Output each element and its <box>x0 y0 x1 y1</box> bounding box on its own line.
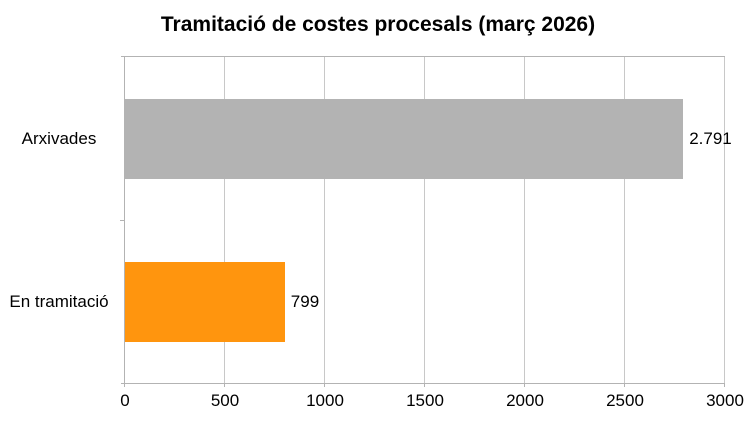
x-axis-tick <box>524 383 525 387</box>
value-label: 799 <box>290 291 320 311</box>
x-axis-tick <box>724 383 725 387</box>
y-axis-tick <box>120 220 124 221</box>
plot-top-border <box>121 56 725 57</box>
x-axis-tick-label: 1500 <box>406 391 444 410</box>
x-gridline <box>424 57 425 383</box>
x-axis-tick-label: 0 <box>120 391 130 410</box>
x-gridline <box>224 57 225 383</box>
x-axis-line <box>121 383 725 384</box>
x-axis-tick <box>624 383 625 387</box>
value-label: 2.791 <box>689 128 732 148</box>
x-gridline <box>324 57 325 383</box>
x-gridline <box>724 57 725 383</box>
y-axis-line <box>124 57 125 387</box>
category-label: Arxivades <box>21 128 97 148</box>
x-axis-tick-label: 2000 <box>506 391 544 410</box>
x-axis-tick-label: 2500 <box>606 391 644 410</box>
x-axis-tick <box>224 383 225 387</box>
x-gridline <box>524 57 525 383</box>
x-axis-tick-label: 500 <box>210 391 240 410</box>
x-axis-tick-label: 1000 <box>306 391 344 410</box>
category-label: En tramitació <box>9 291 109 311</box>
x-gridline <box>624 57 625 383</box>
x-axis-tick-label: 3000 <box>706 391 744 410</box>
x-axis-tick <box>324 383 325 387</box>
bar-arxivades <box>125 98 684 179</box>
chart-title: Tramitació de costes procesals (març 202… <box>160 13 596 36</box>
bar-en-tramitaci- <box>125 261 285 342</box>
x-axis-tick <box>424 383 425 387</box>
